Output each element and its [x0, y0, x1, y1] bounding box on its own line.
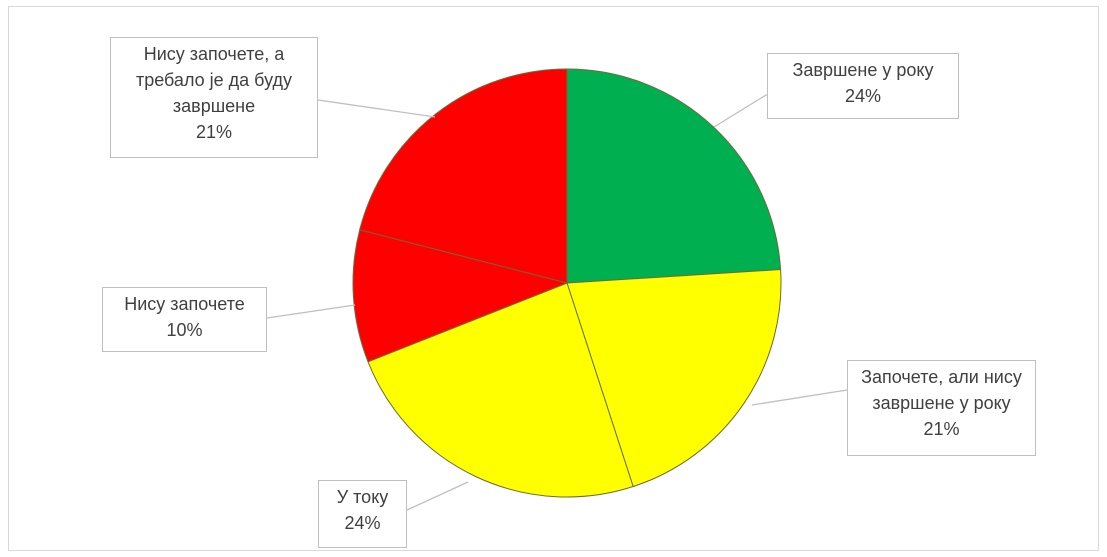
data-label-slice3: Нису започете 10%	[102, 287, 267, 352]
data-label-name: У току	[336, 487, 389, 507]
data-label-percent: 10%	[166, 320, 203, 340]
leader-line-slice2	[406, 481, 469, 511]
data-label-name: Нису започете	[124, 294, 245, 314]
data-label-percent: 21%	[923, 419, 960, 439]
data-label-percent: 21%	[195, 122, 233, 142]
data-label-percent: 24%	[344, 513, 381, 533]
leader-line-slice1	[751, 389, 848, 406]
data-label-slice4: Нису започете, а требало је да буду завр…	[110, 37, 318, 158]
pie-slice-1	[566, 269, 782, 488]
leader-line-slice3	[266, 304, 356, 319]
data-label-name: завршене	[172, 96, 256, 116]
data-label-percent: 24%	[844, 86, 882, 106]
data-label-name: завршене у року	[872, 393, 1011, 413]
pie-slice-2	[367, 282, 634, 498]
pie-slice-0	[566, 68, 782, 284]
pie-slice-3	[352, 229, 569, 363]
leader-line-slice4	[317, 99, 436, 118]
data-label-name: Нису започете, а	[143, 44, 285, 64]
data-label-name: Започете, али нису	[861, 367, 1022, 387]
data-label-slice1: Започете, али нису завршене у року 21%	[847, 360, 1036, 456]
data-label-name: требало је да буду	[135, 70, 293, 90]
pie-slice-4	[359, 68, 568, 284]
leader-line-slice0	[713, 94, 768, 128]
data-label-slice0: Завршене у року 24%	[767, 53, 959, 119]
data-label-name: Завршене у року	[792, 60, 934, 80]
data-label-slice2: У току 24%	[318, 480, 407, 548]
